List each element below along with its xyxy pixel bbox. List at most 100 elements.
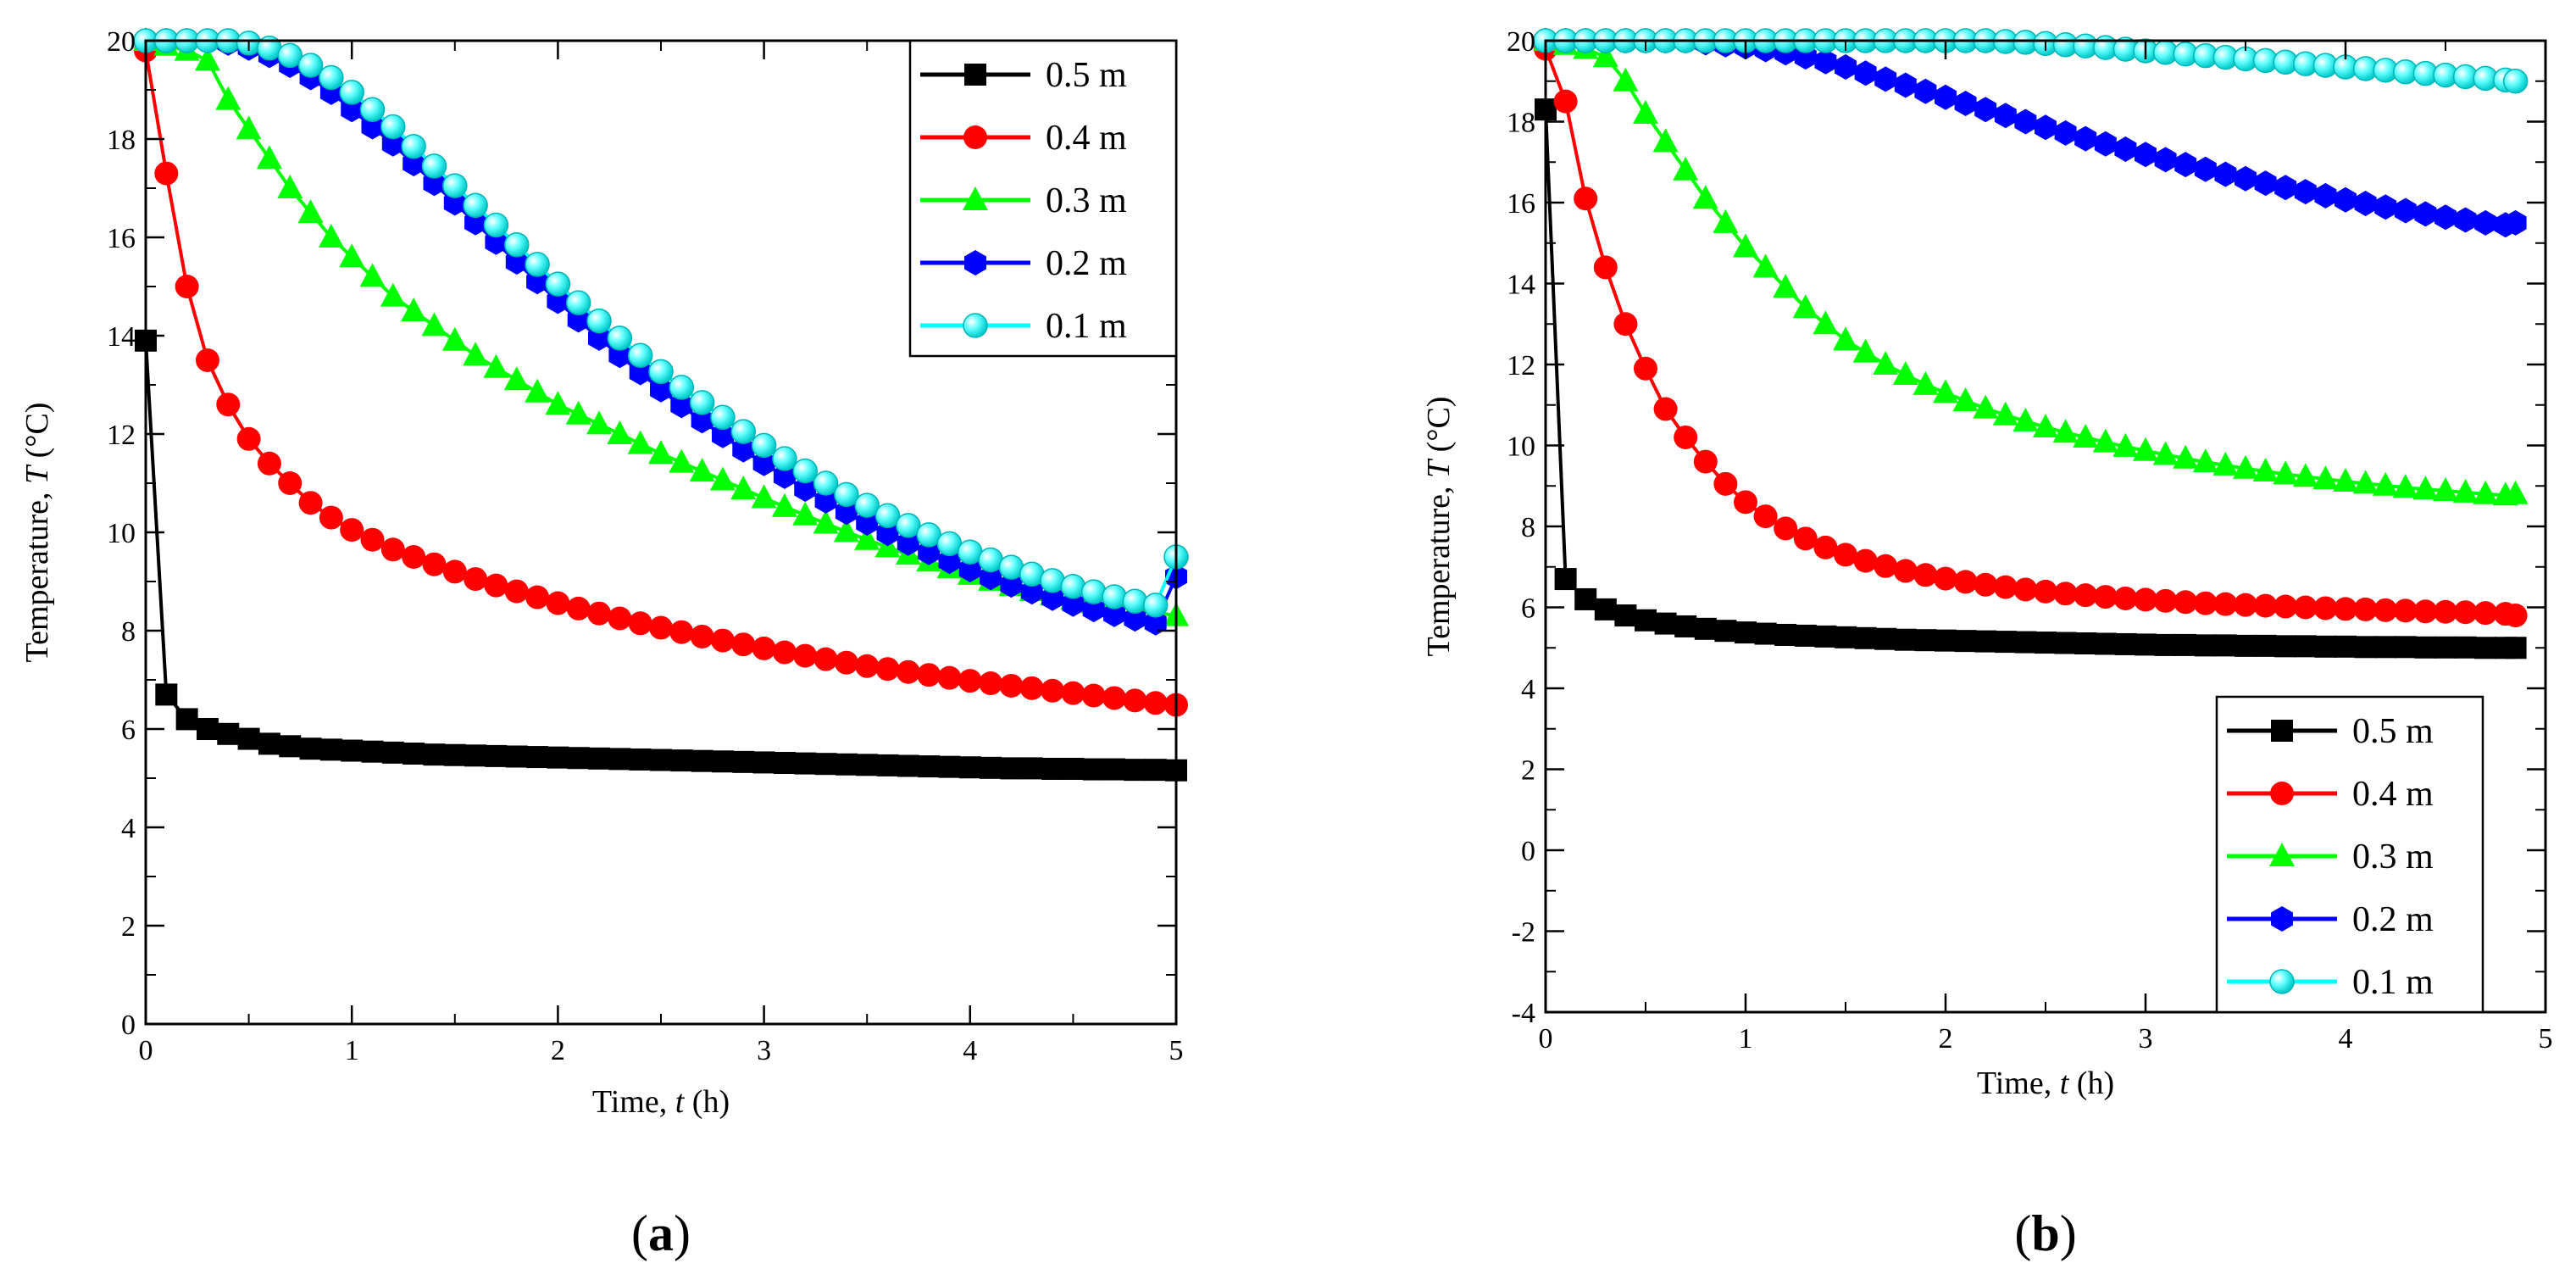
data-point-a-1-43 <box>1019 676 1044 700</box>
legend-marker-a-1 <box>963 125 987 149</box>
data-point-b-3-45 <box>2434 204 2457 231</box>
data-point-a-1-3 <box>195 348 219 372</box>
series-b-0 <box>1535 98 2527 659</box>
data-point-a-0-44 <box>1041 757 1064 780</box>
y-tick-label-b-12: 20 <box>1507 26 1535 58</box>
data-point-a-1-36 <box>875 657 900 682</box>
data-point-b-0-22 <box>1974 630 1997 653</box>
data-point-a-4-30 <box>751 432 777 459</box>
data-point-b-3-20 <box>1935 84 1957 110</box>
data-point-a-2-34 <box>833 518 859 543</box>
y-tick-label-a-9: 18 <box>107 125 136 156</box>
series-a-4 <box>133 28 1189 618</box>
data-point-a-4-21 <box>565 290 591 315</box>
data-point-a-4-13 <box>401 133 426 159</box>
x-axis-label-b: Time, t (h) <box>1977 1066 2114 1101</box>
data-point-b-0-40 <box>2334 635 2357 658</box>
data-point-b-0-23 <box>1994 631 2017 654</box>
data-point-b-0-13 <box>1794 624 1817 647</box>
data-point-b-3-25 <box>2035 114 2057 141</box>
data-point-a-0-27 <box>691 749 713 772</box>
data-point-b-2-49 <box>2502 480 2529 504</box>
data-point-b-0-26 <box>2054 632 2077 654</box>
data-point-a-1-17 <box>484 573 508 598</box>
data-point-b-2-41 <box>2352 470 2379 494</box>
x-tick-label-a-5: 5 <box>1169 1035 1184 1066</box>
data-point-a-4-10 <box>339 80 364 105</box>
y-tick-label-b-3: 2 <box>1521 755 1535 787</box>
data-point-a-2-21 <box>565 400 591 425</box>
data-point-b-1-6 <box>1653 397 1678 421</box>
data-point-b-0-35 <box>2235 634 2257 657</box>
x-tick-label-a-1: 1 <box>345 1035 359 1066</box>
data-point-b-3-15 <box>1835 54 1857 80</box>
data-point-a-3-38 <box>918 539 941 565</box>
data-point-a-1-25 <box>649 615 673 640</box>
data-point-a-1-44 <box>1041 678 1065 703</box>
data-point-a-4-44 <box>1040 568 1065 593</box>
legend-label-b-1: 0.4 m <box>2352 775 2434 814</box>
data-point-b-3-16 <box>1854 60 1877 86</box>
data-point-a-2-28 <box>709 466 736 491</box>
data-point-b-2-8 <box>1692 185 1718 209</box>
data-point-b-1-44 <box>2413 599 2438 624</box>
data-point-a-0-7 <box>279 735 302 758</box>
data-point-a-0-4 <box>217 722 240 745</box>
data-point-a-3-41 <box>980 565 1002 591</box>
data-point-a-4-36 <box>874 503 901 529</box>
y-tick-label-a-2: 4 <box>121 813 136 844</box>
data-point-a-0-14 <box>423 743 446 766</box>
data-point-a-3-34 <box>835 499 858 526</box>
data-point-b-1-22 <box>1974 572 1998 597</box>
data-point-b-2-42 <box>2373 471 2399 496</box>
data-point-a-3-49 <box>1144 609 1167 636</box>
data-point-b-1-14 <box>1813 535 1838 559</box>
data-point-b-3-38 <box>2294 179 2317 205</box>
plot-area-b <box>1533 27 2529 659</box>
data-point-b-1-30 <box>2134 587 2157 612</box>
data-point-b-0-29 <box>2114 632 2137 655</box>
data-point-b-0-6 <box>1654 612 1677 635</box>
data-point-b-1-4 <box>1613 312 1638 337</box>
data-point-b-0-4 <box>1614 604 1637 627</box>
data-point-a-1-14 <box>422 552 447 576</box>
data-point-a-1-38 <box>917 663 941 687</box>
data-point-b-2-13 <box>1792 294 1818 319</box>
data-point-b-3-26 <box>2054 120 2077 146</box>
data-point-a-2-10 <box>339 243 365 268</box>
data-point-b-1-13 <box>1793 526 1818 551</box>
data-point-a-2-14 <box>421 312 447 337</box>
data-point-b-0-17 <box>1874 627 1897 650</box>
data-point-a-1-2 <box>175 275 199 298</box>
legend-entry-b-3: 0.2 m <box>2227 900 2434 939</box>
data-point-b-1-47 <box>2473 601 2498 626</box>
data-point-a-0-8 <box>299 737 322 760</box>
legend-label-b-2: 0.3 m <box>2352 838 2434 877</box>
legend-marker-a-3 <box>964 250 986 275</box>
data-point-a-2-8 <box>297 199 324 223</box>
data-point-a-4-15 <box>442 173 468 198</box>
data-point-a-2-6 <box>256 145 282 170</box>
y-tick-label-b-1: -2 <box>1512 917 1535 949</box>
legend-entries-a: 0.5 m 0.4 m 0.3 m 0.2 m 0.1 m <box>920 56 1127 346</box>
data-point-a-3-28 <box>712 422 734 448</box>
data-point-b-2-4 <box>1613 67 1639 92</box>
data-point-b-0-14 <box>1814 625 1837 648</box>
data-point-b-0-39 <box>2314 635 2337 658</box>
data-point-b-3-42 <box>2374 194 2397 220</box>
data-point-b-2-5 <box>1633 99 1658 124</box>
data-point-b-1-9 <box>1713 471 1738 496</box>
data-point-b-2-25 <box>2033 414 2058 438</box>
data-point-a-4-7 <box>277 42 303 69</box>
data-point-a-1-18 <box>504 579 529 604</box>
data-point-b-0-44 <box>2414 636 2437 659</box>
data-point-a-1-42 <box>999 673 1024 698</box>
data-point-b-1-19 <box>1913 563 1938 587</box>
data-point-b-0-36 <box>2254 634 2277 657</box>
data-point-b-3-33 <box>2194 156 2217 182</box>
data-point-a-0-26 <box>670 749 693 772</box>
legend-marker-b-1 <box>2270 782 2294 805</box>
data-point-a-2-24 <box>627 430 653 454</box>
data-point-a-1-6 <box>257 451 281 476</box>
